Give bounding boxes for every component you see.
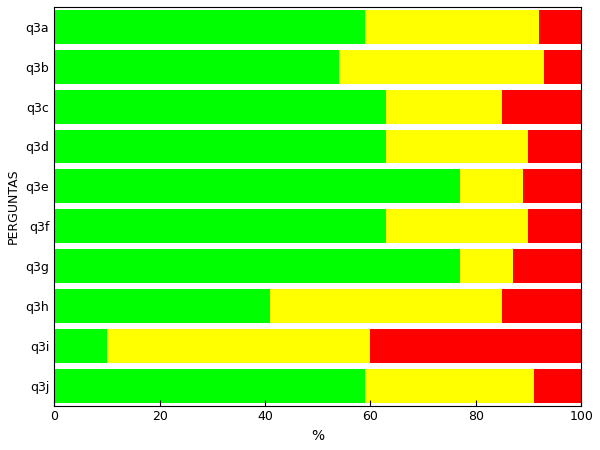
Bar [270,289,502,323]
Bar [54,249,460,283]
Bar [502,90,581,124]
Bar [539,10,581,44]
Bar [502,289,581,323]
Bar [529,130,581,163]
Bar [54,90,386,124]
Bar [54,169,460,203]
Bar [54,369,365,403]
Bar [54,50,339,84]
Bar [386,130,529,163]
Y-axis label: PERGUNTAS: PERGUNTAS [7,168,20,244]
Bar [54,289,270,323]
X-axis label: %: % [311,429,324,443]
Bar [386,90,502,124]
Bar [370,329,581,363]
Bar [339,50,544,84]
Bar [54,209,386,243]
Bar [523,169,581,203]
Bar [529,209,581,243]
Bar [54,130,386,163]
Bar [460,249,512,283]
Bar [544,50,581,84]
Bar [460,169,523,203]
Bar [365,10,539,44]
Bar [107,329,370,363]
Bar [54,329,107,363]
Bar [386,209,529,243]
Bar [365,369,533,403]
Bar [533,369,581,403]
Bar [512,249,581,283]
Bar [54,10,365,44]
